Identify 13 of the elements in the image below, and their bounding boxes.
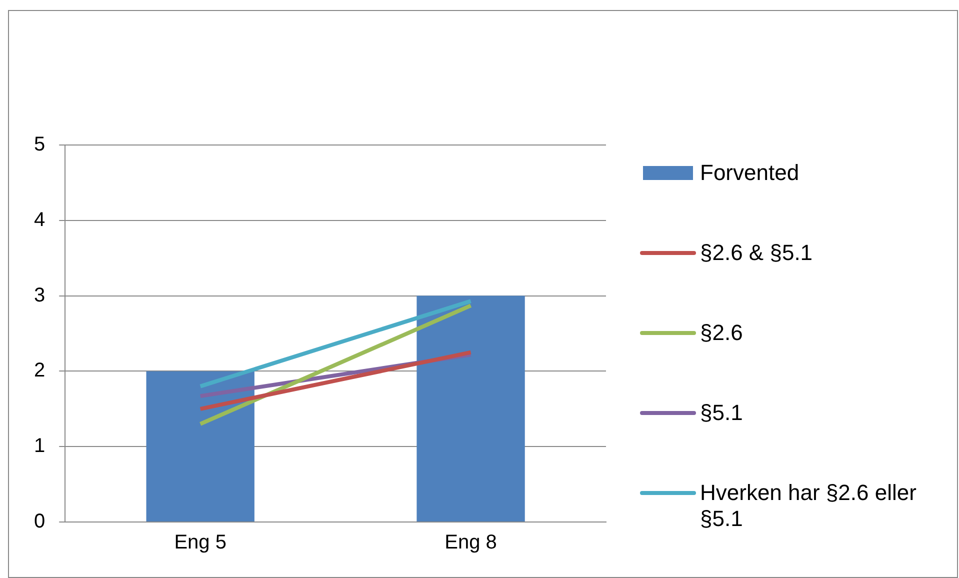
y-tick-label: 5 <box>34 134 46 156</box>
y-tick-label: 1 <box>34 435 46 458</box>
y-tick-label: 4 <box>34 208 46 231</box>
y-tick-label: 2 <box>34 360 46 382</box>
y-tick-label: 3 <box>34 284 46 306</box>
x-tick-label: Eng 5 <box>174 532 226 554</box>
legend-label: §5.1 <box>700 400 743 426</box>
x-tick-label: Eng 8 <box>444 532 497 554</box>
legend-label: Hverken har §2.6 eller §5.1 <box>700 480 918 532</box>
legend-label: Forvented <box>700 160 800 186</box>
legend-label: §2.6 & §5.1 <box>700 240 813 266</box>
legend-label: §2.6 <box>700 320 743 346</box>
y-tick-label: 0 <box>34 510 46 533</box>
